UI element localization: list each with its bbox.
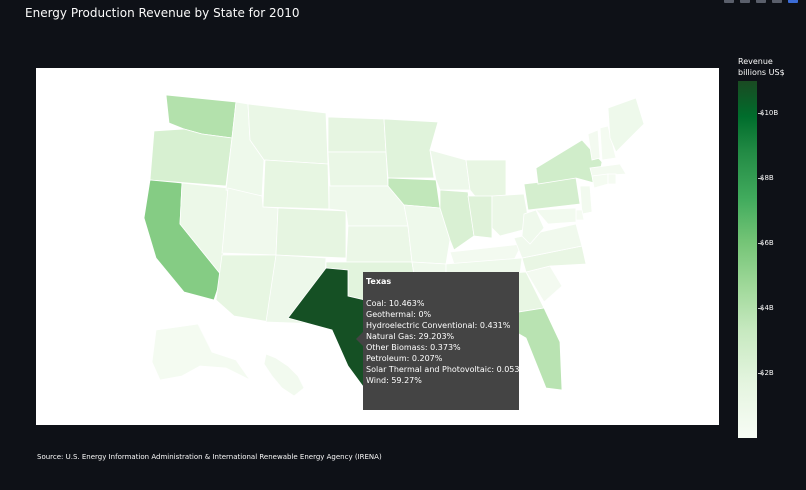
state-mi[interactable]: [465, 159, 507, 201]
state-az[interactable]: [215, 254, 277, 323]
zoom-icon[interactable]: [740, 0, 750, 3]
colorbar-tick-label: $6B: [760, 239, 774, 248]
state-oh[interactable]: [491, 193, 531, 237]
state-ri[interactable]: [607, 173, 617, 185]
state-il[interactable]: [439, 189, 475, 251]
state-mn[interactable]: [383, 118, 439, 179]
tooltip-row-coal: Coal: 10.463%: [366, 299, 425, 308]
state-or[interactable]: [149, 128, 233, 187]
colorbar-tick-label: $10B: [760, 109, 779, 118]
colorbar-title: Revenue billions US$: [738, 56, 785, 78]
tooltip-row-solar: Solar Thermal and Photovoltaic: 0.053%: [366, 365, 528, 374]
state-co[interactable]: [275, 207, 347, 259]
plotly-logo-icon[interactable]: [788, 0, 798, 3]
modebar: [724, 0, 798, 4]
state-ct[interactable]: [591, 173, 609, 189]
tooltip-title: Texas: [366, 277, 392, 286]
state-nd[interactable]: [327, 116, 387, 153]
reset-view-icon[interactable]: [772, 0, 782, 3]
state-me[interactable]: [607, 97, 645, 153]
tooltip-row-biomass: Other Biomass: 0.373%: [366, 343, 461, 352]
pan-icon[interactable]: [756, 0, 766, 3]
state-md[interactable]: [535, 207, 577, 225]
state-wi[interactable]: [429, 149, 471, 191]
state-vt[interactable]: [587, 129, 601, 161]
colorbar-title-line2: billions US$: [738, 68, 785, 77]
colorbar-tick-label: $2B: [760, 369, 774, 378]
state-nj[interactable]: [579, 185, 593, 215]
source-note: Source: U.S. Energy Information Administ…: [37, 453, 382, 461]
state-va[interactable]: [513, 223, 583, 259]
tooltip-row-hydro: Hydroelectric Conventional: 0.431%: [366, 321, 511, 330]
tooltip-row-petroleum: Petroleum: 0.207%: [366, 354, 443, 363]
tooltip-row-geothermal: Geothermal: 0%: [366, 310, 432, 319]
state-pa[interactable]: [523, 177, 581, 211]
colorbar-tick-label: $8B: [760, 174, 774, 183]
state-hi[interactable]: [263, 353, 305, 397]
colorbar-tick: [758, 178, 762, 180]
colorbar-tick: [758, 308, 762, 310]
chart-title: Energy Production Revenue by State for 2…: [25, 6, 300, 20]
colorbar-title-line1: Revenue: [738, 57, 773, 66]
hover-tooltip: Texas Coal: 10.463% Geothermal: 0% Hydro…: [363, 272, 528, 410]
state-ma[interactable]: [589, 163, 627, 177]
state-ak[interactable]: [151, 323, 251, 381]
tooltip-arrow: [356, 332, 363, 346]
colorbar-tick: [758, 113, 762, 115]
colorbar: [738, 81, 757, 438]
colorbar-tick: [758, 373, 762, 375]
colorbar-tick-label: $4B: [760, 304, 774, 313]
state-nh[interactable]: [599, 125, 617, 161]
state-in[interactable]: [467, 195, 493, 239]
tooltip-row-wind: Wind: 59.27%: [366, 376, 422, 385]
camera-icon[interactable]: [724, 0, 734, 3]
state-ks[interactable]: [345, 225, 413, 263]
state-wy[interactable]: [262, 159, 330, 210]
tooltip-row-natural-gas: Natural Gas: 29.203%: [366, 332, 455, 341]
state-wv[interactable]: [521, 209, 545, 245]
colorbar-tick: [758, 243, 762, 245]
state-sd[interactable]: [327, 151, 389, 187]
